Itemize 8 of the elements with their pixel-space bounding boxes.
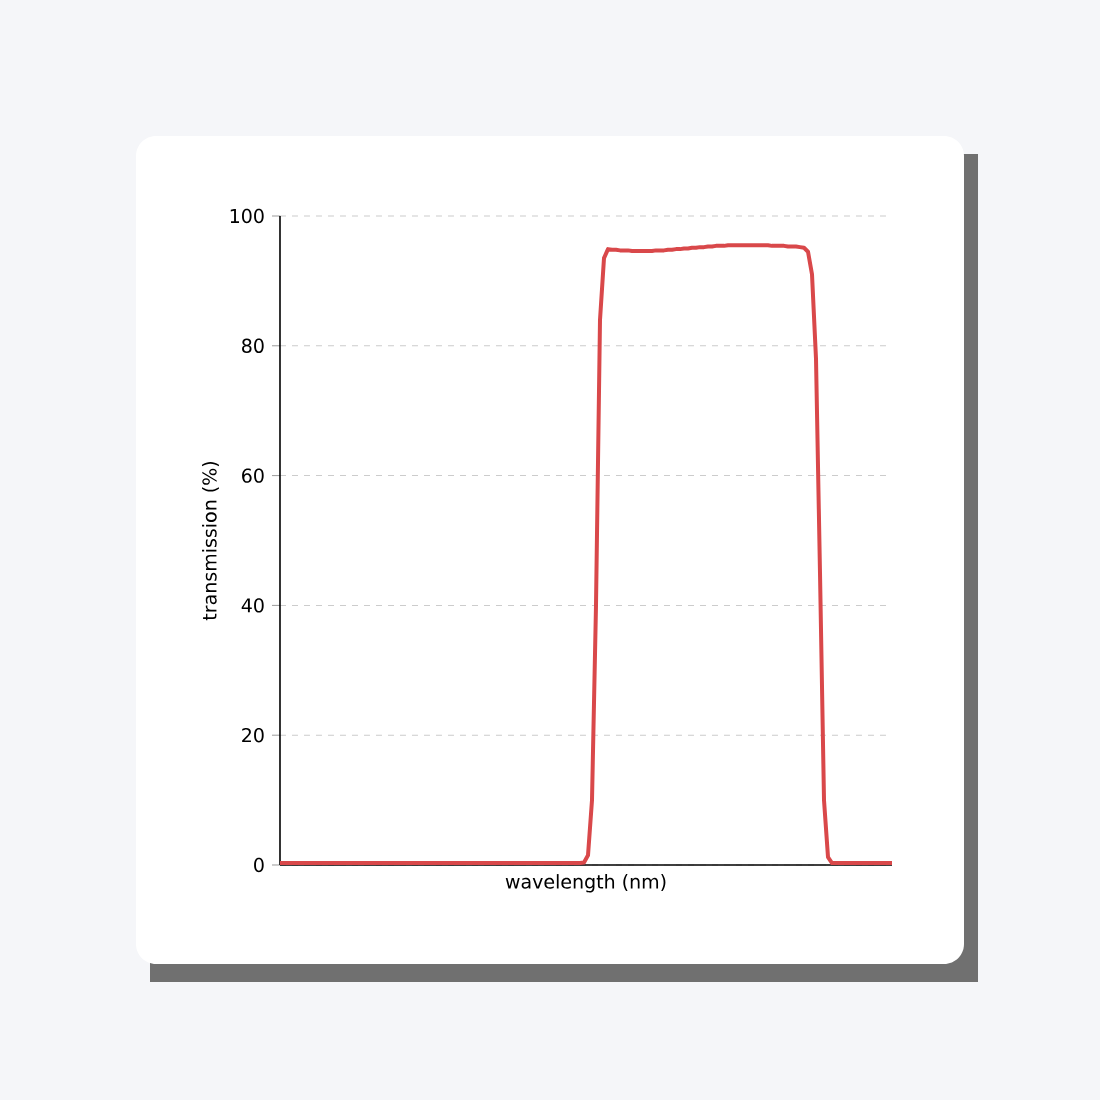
y-tick-label: 100 — [230, 208, 264, 224]
x-axis-title: wavelength (nm) — [505, 874, 666, 893]
y-tick-label: 40 — [241, 598, 264, 613]
y-tick-label: 20 — [242, 728, 264, 743]
y-axis-title: transmission (%) — [202, 462, 219, 621]
y-tick-label: 60 — [242, 468, 264, 483]
y-tick-label: 0 — [254, 857, 264, 873]
y-tick-label: 80 — [242, 338, 264, 353]
